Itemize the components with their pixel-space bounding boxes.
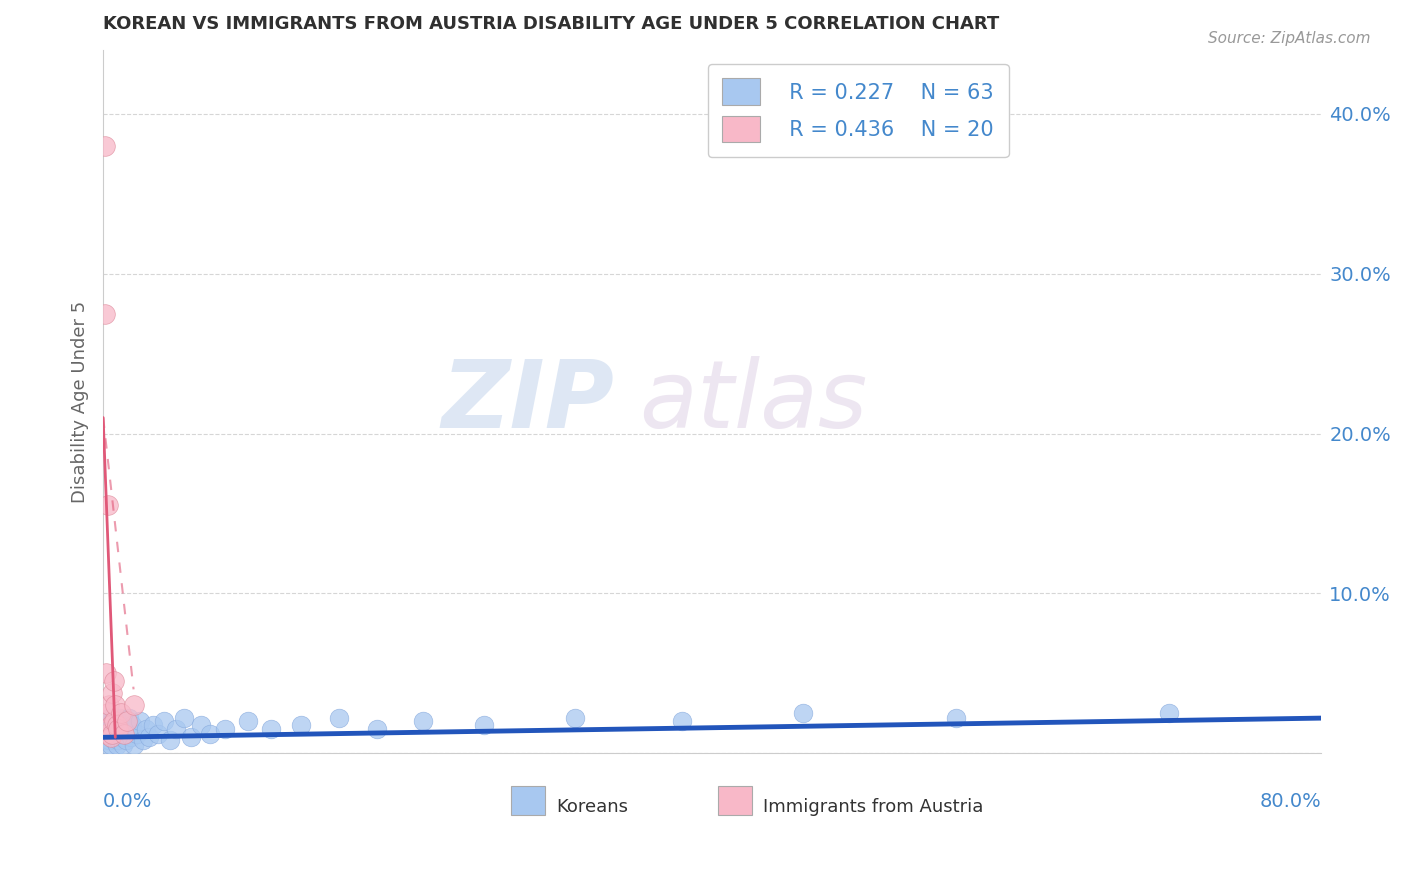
Point [101,727,124,741]
Point [173,711,195,725]
Point [105,727,128,741]
Point [104,717,127,731]
Point [98,723,121,737]
Text: Source: ZipAtlas.com: Source: ZipAtlas.com [1208,31,1371,46]
Point [96,733,118,747]
Point [100,731,122,745]
Point [103,674,125,689]
Point [412,714,434,729]
Point [104,731,127,745]
Point [100,731,122,745]
Point [115,714,138,729]
Point [105,739,128,753]
Point [101,727,124,741]
Point [153,714,176,729]
Point [114,727,136,741]
Point [159,733,181,747]
Point [1157,706,1180,721]
Point [110,731,132,745]
Point [93,138,115,153]
Point [180,731,202,745]
Point [115,733,138,747]
Point [97,499,120,513]
Point [366,723,388,737]
Y-axis label: Disability Age Under 5: Disability Age Under 5 [72,301,89,503]
Point [107,714,129,729]
Point [114,727,136,741]
Point [103,714,125,729]
Point [93,731,115,745]
Point [125,727,148,741]
Point [96,727,118,741]
Text: Immigrants from Austria: Immigrants from Austria [763,797,984,815]
Point [108,711,131,725]
Point [131,733,153,747]
Point [146,727,169,741]
Point [98,733,121,747]
Point [108,723,131,737]
Point [100,717,122,731]
Point [236,714,259,729]
Point [472,717,495,731]
Point [107,723,129,737]
Point [564,711,586,725]
Text: ZIP: ZIP [441,356,614,448]
Point [122,739,145,753]
Text: 0.0%: 0.0% [103,792,152,811]
Point [103,723,125,737]
Point [97,739,120,753]
Point [110,706,132,721]
Point [118,711,141,725]
Point [103,733,125,747]
Text: atlas: atlas [638,356,868,447]
Text: KOREAN VS IMMIGRANTS FROM AUSTRIA DISABILITY AGE UNDER 5 CORRELATION CHART: KOREAN VS IMMIGRANTS FROM AUSTRIA DISABI… [103,15,1000,33]
Point [98,711,121,725]
Point [138,731,160,745]
Point [97,714,120,729]
Point [792,706,814,721]
Point [104,698,127,713]
Point [111,739,134,753]
Point [122,698,145,713]
Point [328,711,350,725]
Point [97,727,120,741]
Point [117,723,139,737]
Point [290,717,312,731]
Point [214,723,236,737]
Point [97,706,120,721]
Point [128,714,150,729]
Point [120,731,142,745]
Point [96,723,118,737]
Point [135,723,157,737]
Point [100,739,122,753]
Point [121,717,143,731]
Point [100,717,122,731]
FancyBboxPatch shape [512,786,546,815]
Point [190,717,212,731]
Point [107,733,129,747]
Point [165,723,187,737]
Point [142,717,165,731]
Text: 80.0%: 80.0% [1260,792,1320,811]
Point [198,727,221,741]
Point [259,723,281,737]
Point [945,711,967,725]
Point [96,666,118,681]
Point [117,714,139,729]
Point [101,714,124,729]
Point [93,307,115,321]
FancyBboxPatch shape [718,786,752,815]
Point [98,698,121,713]
Legend:   R = 0.227    N = 63,   R = 0.436    N = 20: R = 0.227 N = 63, R = 0.436 N = 20 [707,63,1008,157]
Text: Koreans: Koreans [557,797,628,815]
Point [110,717,132,731]
Point [101,685,124,699]
Point [671,714,693,729]
Point [103,711,125,725]
Point [105,717,128,731]
